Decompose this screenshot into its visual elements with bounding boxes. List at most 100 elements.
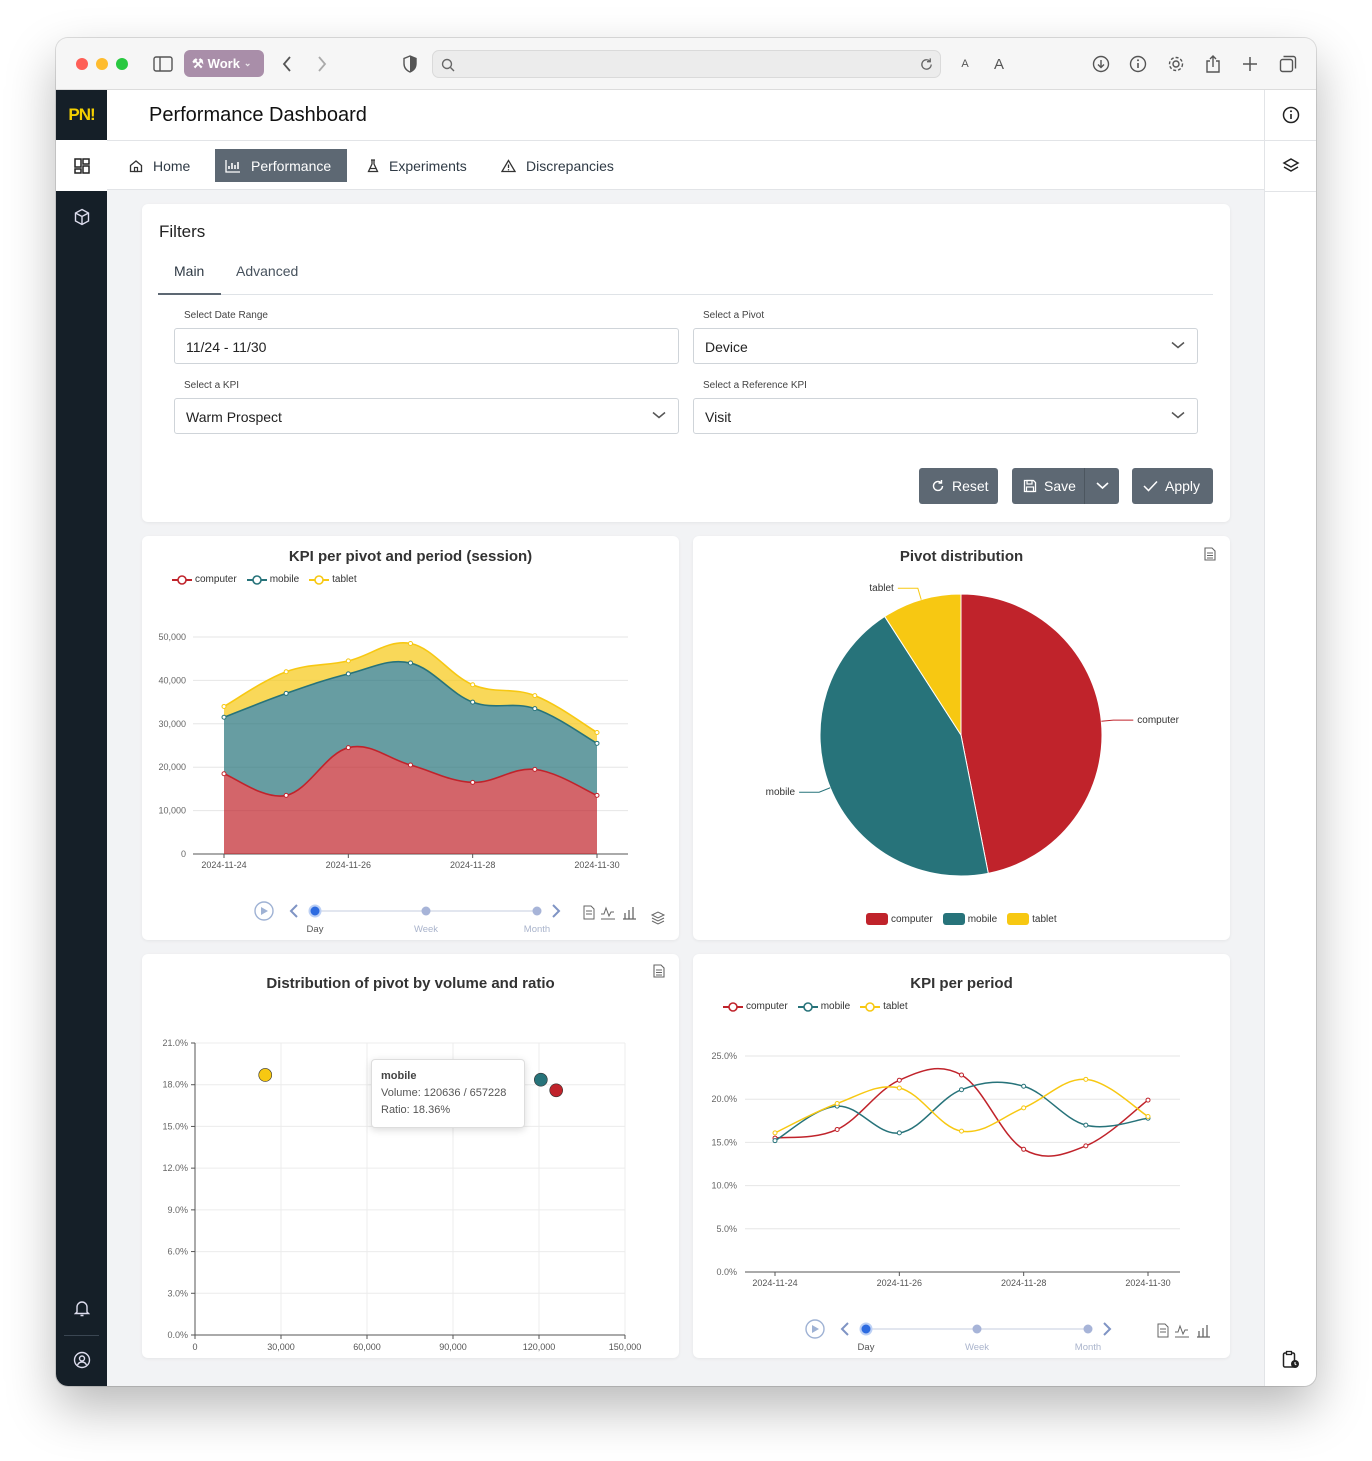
data-point-tablet[interactable] — [772, 1130, 778, 1136]
stack-icon[interactable] — [650, 911, 666, 925]
apply-button[interactable]: Apply — [1132, 468, 1213, 504]
data-point-tablet[interactable] — [283, 669, 289, 675]
data-point-tablet[interactable] — [834, 1101, 840, 1107]
data-point-computer[interactable] — [594, 792, 600, 798]
data-view-icon[interactable] — [653, 964, 665, 978]
data-point-computer[interactable] — [1145, 1097, 1151, 1103]
data-point-tablet[interactable] — [470, 682, 476, 688]
reload-icon[interactable] — [919, 57, 934, 72]
forward-icon[interactable] — [310, 52, 334, 76]
data-point-computer[interactable] — [834, 1126, 840, 1132]
scatter-point-tablet[interactable] — [258, 1068, 273, 1082]
data-point-computer[interactable] — [532, 766, 538, 772]
data-point-mobile[interactable] — [345, 671, 351, 677]
filter-tab-main[interactable]: Main — [174, 263, 205, 279]
legend-item-mobile[interactable]: mobile — [797, 1001, 850, 1012]
reset-button[interactable]: Reset — [919, 468, 998, 504]
info-panel-icon[interactable] — [1265, 90, 1316, 141]
data-point-tablet[interactable] — [408, 641, 413, 647]
data-point-mobile[interactable] — [959, 1087, 964, 1093]
data-point-tablet[interactable] — [1083, 1076, 1089, 1082]
timeline-option[interactable] — [1083, 1324, 1093, 1334]
downloads-icon[interactable] — [1089, 52, 1113, 76]
app-logo[interactable]: PN! — [68, 105, 95, 124]
data-point-tablet[interactable] — [896, 1085, 902, 1091]
filter-tab-advanced[interactable]: Advanced — [236, 263, 299, 279]
data-point-mobile[interactable] — [594, 740, 600, 746]
data-point-tablet[interactable] — [345, 658, 351, 664]
data-point-tablet[interactable] — [532, 693, 538, 699]
play-icon[interactable] — [805, 1319, 825, 1339]
shield-icon[interactable] — [398, 52, 422, 76]
legend-item-tablet[interactable]: tablet — [860, 1001, 908, 1012]
legend-item-tablet[interactable]: tablet — [1007, 913, 1057, 925]
close-window-button[interactable] — [76, 58, 88, 70]
next-icon[interactable] — [552, 904, 561, 918]
data-point-mobile[interactable] — [896, 1130, 902, 1136]
legend-item-mobile[interactable]: mobile — [246, 574, 299, 585]
text-larger-icon[interactable]: A — [993, 55, 1004, 73]
kpi-select[interactable]: Warm Prospect — [174, 398, 679, 434]
data-point-computer[interactable] — [345, 745, 351, 751]
save-button[interactable]: Save — [1012, 468, 1119, 504]
data-point-mobile[interactable] — [408, 660, 413, 666]
line-chart-icon[interactable] — [1175, 1324, 1189, 1338]
bar-chart-icon[interactable] — [1197, 1325, 1210, 1338]
timeline-option[interactable] — [308, 904, 322, 918]
account-icon[interactable] — [56, 1334, 107, 1385]
address-bar[interactable] — [432, 50, 941, 78]
tab-discrepancies[interactable]: Discrepancies — [491, 149, 624, 182]
info-icon[interactable] — [1126, 52, 1150, 76]
profile-button[interactable]: ⚒ Work ⌄ — [184, 50, 264, 77]
line-chart-icon[interactable] — [601, 906, 615, 920]
data-point-mobile[interactable] — [283, 690, 289, 696]
tab-performance[interactable]: Performance — [215, 149, 347, 182]
layers-icon[interactable] — [1265, 141, 1316, 192]
data-point-tablet[interactable] — [1021, 1105, 1027, 1111]
tab-overview-icon[interactable] — [1276, 52, 1300, 76]
data-point-computer[interactable] — [959, 1072, 964, 1078]
pie-slice-computer[interactable] — [960, 593, 1103, 874]
data-point-computer[interactable] — [283, 792, 289, 798]
sidebar-toggle-icon[interactable] — [151, 52, 175, 76]
data-point-computer[interactable] — [1083, 1143, 1089, 1149]
chevron-down-icon[interactable] — [1096, 481, 1109, 490]
tab-home[interactable]: Home — [119, 149, 200, 182]
dashboard-icon[interactable] — [56, 140, 107, 191]
date-range-input[interactable]: 11/24 - 11/30 — [174, 328, 679, 364]
prev-icon[interactable] — [289, 904, 298, 918]
next-icon[interactable] — [1103, 1322, 1112, 1336]
data-point-computer[interactable] — [470, 779, 476, 785]
data-point-tablet[interactable] — [221, 703, 227, 709]
timeline-option[interactable] — [859, 1322, 873, 1336]
data-point-computer[interactable] — [221, 771, 227, 777]
data-point-computer[interactable] — [896, 1077, 902, 1083]
legend-item-mobile[interactable]: mobile — [942, 913, 997, 925]
data-point-computer[interactable] — [1021, 1146, 1027, 1152]
legend-item-computer[interactable]: computer — [723, 1001, 788, 1012]
back-icon[interactable] — [275, 52, 299, 76]
data-point-tablet[interactable] — [594, 729, 600, 735]
data-point-mobile[interactable] — [221, 714, 227, 720]
scatter-point-computer[interactable] — [549, 1083, 564, 1098]
data-view-icon[interactable] — [583, 905, 595, 920]
data-point-mobile[interactable] — [1021, 1083, 1027, 1089]
data-point-computer[interactable] — [408, 762, 413, 768]
timeline-option[interactable] — [421, 906, 431, 916]
prev-icon[interactable] — [840, 1322, 849, 1336]
clipboard-clock-icon[interactable] — [1281, 1350, 1301, 1375]
pie-slice-tablet[interactable] — [884, 593, 962, 737]
data-point-tablet[interactable] — [1145, 1113, 1151, 1119]
data-point-mobile[interactable] — [772, 1138, 778, 1144]
data-point-tablet[interactable] — [959, 1128, 964, 1134]
legend-item-tablet[interactable]: tablet — [309, 574, 357, 585]
scatter-point-mobile[interactable] — [534, 1072, 548, 1087]
zoom-window-button[interactable] — [116, 58, 128, 70]
data-view-icon[interactable] — [1204, 547, 1216, 561]
gear-icon[interactable] — [1164, 52, 1188, 76]
bar-chart-icon[interactable] — [623, 907, 636, 920]
share-icon[interactable] — [1201, 52, 1225, 76]
legend-item-computer[interactable]: computer — [866, 913, 933, 925]
new-tab-icon[interactable] — [1238, 52, 1262, 76]
data-view-icon[interactable] — [1157, 1323, 1169, 1338]
